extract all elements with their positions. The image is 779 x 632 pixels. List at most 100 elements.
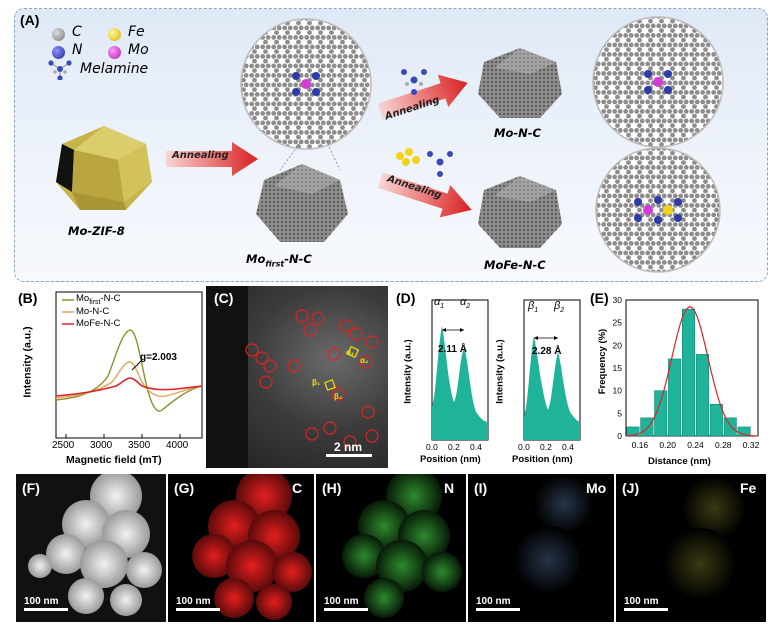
c-alpha1: α₁ bbox=[346, 348, 355, 357]
legend-mo: Mo bbox=[128, 42, 149, 58]
annealing-arrow-3 bbox=[378, 172, 472, 218]
e-ytick-label: 5 bbox=[617, 408, 622, 418]
panel-b-epr-plot bbox=[55, 291, 203, 439]
d-left-xtick-0: 0.0 bbox=[426, 442, 438, 452]
d-left-peak1: α1 bbox=[434, 296, 445, 311]
legend-mo-first-n-c: Mofirst-N-C bbox=[76, 293, 121, 306]
b-ylabel: Intensity (a.u.) bbox=[21, 326, 34, 398]
d-right-peak1: β1 bbox=[528, 300, 539, 315]
f-particles-image bbox=[28, 470, 162, 616]
g-value-annotation: g=2.003 bbox=[140, 352, 177, 363]
h-scale-label: 100 nm bbox=[324, 596, 359, 607]
d-left-ylabel: Intensity (a.u.) bbox=[402, 339, 414, 404]
d-left-peak2: α2 bbox=[460, 296, 471, 311]
f-scale-label: 100 nm bbox=[24, 596, 59, 607]
melamine-reagent-icon bbox=[401, 69, 427, 95]
panel-h-label: (H) bbox=[322, 480, 342, 496]
element-label-n: N bbox=[444, 480, 455, 496]
i-scale-bar bbox=[476, 608, 520, 611]
iron-melamine-reagent-icon bbox=[396, 148, 453, 177]
d-right-xlabel: Position (nm) bbox=[512, 454, 573, 465]
c-beta2: β₂ bbox=[334, 392, 343, 401]
zoom-circle-mo-site bbox=[240, 18, 372, 150]
panel-g-label: (G) bbox=[174, 480, 195, 496]
b-xtick-3500: 3500 bbox=[128, 440, 151, 451]
g-scale-bar bbox=[176, 608, 220, 611]
e-xtick-label: 0.24 bbox=[687, 440, 704, 450]
e-xtick-label: 0.16 bbox=[632, 440, 649, 450]
h-scale-bar bbox=[324, 608, 368, 611]
caption-mo-n-c: Mo-N-C bbox=[494, 126, 541, 140]
panel-j-label: (J) bbox=[622, 480, 640, 496]
d-left-distance: 2.11 Å bbox=[438, 344, 467, 355]
series-mo-first-n-c bbox=[55, 329, 203, 412]
e-ylabel: Frequency (%) bbox=[597, 328, 609, 395]
e-xtick-label: 0.32 bbox=[743, 440, 760, 450]
d-right-peak2: β2 bbox=[554, 300, 565, 315]
e-ytick-label: 30 bbox=[613, 295, 623, 305]
zoom-circle-mofe-n-c bbox=[595, 147, 721, 273]
caption-mofe-n-c: MoFe-N-C bbox=[484, 258, 546, 272]
panel-i-molybdenum-map bbox=[468, 474, 614, 622]
d-right-profile bbox=[524, 336, 580, 440]
mo-first-n-c-particle bbox=[256, 164, 348, 242]
caption-mo-zif-8: Mo-ZIF-8 bbox=[68, 224, 125, 238]
e-ytick-label: 15 bbox=[613, 363, 623, 373]
d-right-ylabel: Intensity (a.u.) bbox=[494, 339, 506, 404]
panel-d-line-profiles bbox=[431, 299, 581, 441]
d-right-xtick-0: 0.0 bbox=[518, 442, 530, 452]
g-scale-label: 100 nm bbox=[176, 596, 211, 607]
e-ytick-label: 0 bbox=[617, 431, 622, 441]
j-scale-bar bbox=[624, 608, 668, 611]
single-atom-markers bbox=[245, 309, 379, 457]
e-ytick-label: 10 bbox=[613, 386, 623, 396]
e-xlabel: Distance (nm) bbox=[648, 456, 711, 467]
c-scale-bar bbox=[326, 454, 372, 457]
histogram-bar bbox=[695, 354, 709, 437]
e-ytick-label: 25 bbox=[613, 318, 623, 328]
panel-i-label: (I) bbox=[474, 480, 488, 496]
legend-fe: Fe bbox=[128, 24, 145, 40]
arrow-label-1: Annealing bbox=[172, 150, 229, 161]
histogram-bar bbox=[682, 308, 696, 437]
legend-melamine: Melamine bbox=[80, 61, 149, 77]
histogram-bar bbox=[723, 417, 737, 437]
i-scale-label: 100 nm bbox=[476, 596, 511, 607]
legend-mofe-n-c: MoFe-N-C bbox=[76, 318, 121, 329]
d-left-xtick-2: 0.4 bbox=[470, 442, 482, 452]
c-alpha2: α₂ bbox=[360, 356, 369, 365]
series-mo-n-c bbox=[55, 361, 203, 399]
panel-e-histogram: 0.16 0.20 0.24 0.28 0.32 0 5 10 15 20 25 30 bbox=[613, 295, 760, 450]
series-mofe-n-c bbox=[55, 377, 203, 397]
c-scale-label: 2 nm bbox=[334, 440, 363, 454]
legend-n: N bbox=[72, 42, 83, 58]
b-xlabel: Magnetic field (mT) bbox=[66, 454, 162, 466]
d-right-xtick-2: 0.4 bbox=[562, 442, 574, 452]
panel-d-label: (D) bbox=[396, 290, 416, 306]
annealing-arrow-2 bbox=[378, 74, 468, 119]
b-xtick-3000: 3000 bbox=[90, 440, 113, 451]
panel-f-label: (F) bbox=[22, 480, 40, 496]
e-gaussian-fit bbox=[625, 306, 758, 437]
molybdenum-atom-icon bbox=[108, 46, 121, 59]
d-left-xtick-1: 0.2 bbox=[448, 442, 460, 452]
d-left-xlabel: Position (nm) bbox=[420, 454, 481, 465]
panel-c-label: (C) bbox=[214, 290, 234, 306]
e-xtick-label: 0.28 bbox=[715, 440, 732, 450]
c-beta1: β₁ bbox=[312, 378, 321, 387]
element-label-mo: Mo bbox=[586, 480, 607, 496]
histogram-bar bbox=[737, 426, 751, 437]
d-right-xtick-1: 0.2 bbox=[540, 442, 552, 452]
nitrogen-atom-icon bbox=[52, 46, 65, 59]
panel-a-label: (A) bbox=[20, 12, 40, 28]
histogram-bar bbox=[640, 417, 654, 437]
legend-mo-n-c: Mo-N-C bbox=[76, 306, 110, 317]
caption-mo-first-n-c: Mofirst-N-C bbox=[246, 252, 312, 269]
f-scale-bar bbox=[24, 608, 68, 611]
b-xtick-4000: 4000 bbox=[166, 440, 189, 451]
d-right-distance: 2.28 Å bbox=[532, 346, 562, 357]
melamine-molecule-icon bbox=[48, 60, 72, 80]
b-xtick-2500: 2500 bbox=[52, 440, 75, 451]
panel-j-iron-map bbox=[616, 474, 766, 622]
d-left-profile bbox=[432, 326, 488, 440]
